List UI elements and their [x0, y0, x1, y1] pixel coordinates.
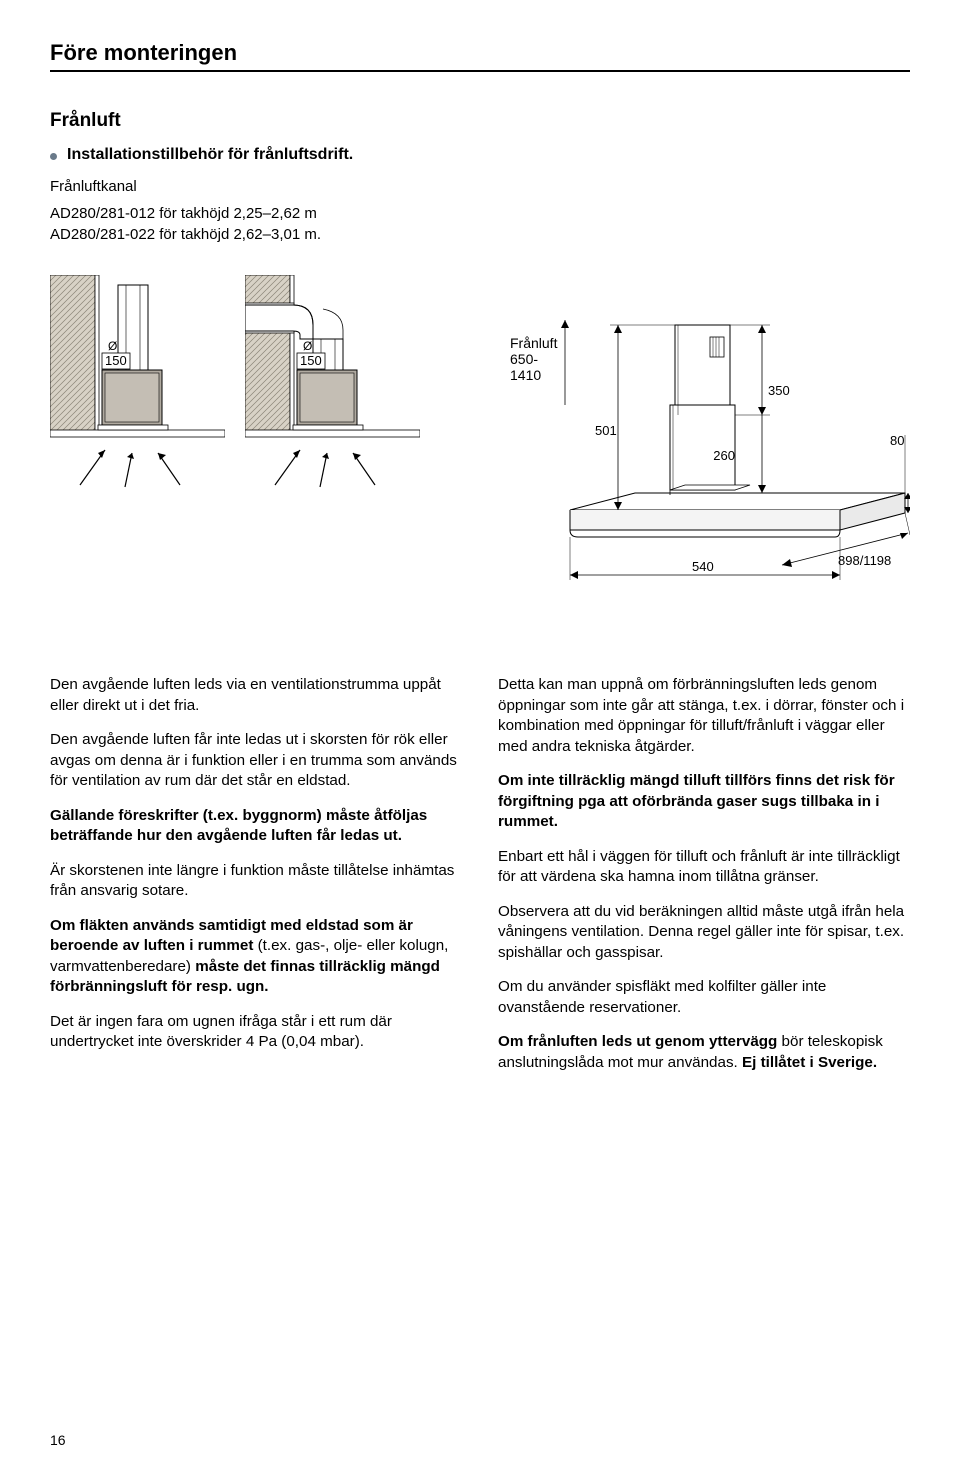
- diameter-symbol: Ø: [108, 339, 117, 353]
- rp1: Detta kan man uppnå om förbränningslufte…: [498, 675, 910, 757]
- dim-depth: 898/1198: [838, 553, 891, 568]
- dim-501: 501: [595, 423, 617, 438]
- bullet-text: Installationstillbehör för frånluftsdrif…: [67, 146, 353, 164]
- rp6: Om frånluften leds ut genom yttervägg bö…: [498, 1032, 910, 1073]
- right-column: Detta kan man uppnå om förbränningslufte…: [498, 675, 910, 1087]
- page-number: 16: [50, 1432, 66, 1448]
- diameter-value-1: 150: [105, 353, 127, 368]
- lp3: Gällande föreskrifter (t.ex. byggnorm) m…: [50, 806, 462, 847]
- mount-diagram-elbow: Ø 150: [245, 275, 420, 495]
- body-two-columns: Den avgående luften leds via en ventilat…: [50, 675, 910, 1087]
- intro-left: Frånluft Installationstillbehör för från…: [50, 110, 480, 245]
- rp2: Om inte tillräcklig mängd tilluft tillfö…: [498, 771, 910, 833]
- lp5: Om fläkten används samtidigt med eldstad…: [50, 916, 462, 998]
- mount-diagram-straight: Ø 150: [50, 275, 225, 495]
- hood-label-franluft: Frånluft 650- 1410: [510, 335, 557, 383]
- dim-260: 260: [713, 448, 735, 463]
- lp1: Den avgående luften leds via en ventilat…: [50, 675, 462, 716]
- spec-line-2: AD280/281-022 för takhöjd 2,62–3,01 m.: [50, 224, 480, 245]
- franluft-subtitle: Frånluft: [50, 110, 480, 132]
- svg-text:Ø: Ø: [303, 339, 312, 353]
- dim-350: 350: [768, 383, 790, 398]
- dim-540: 540: [692, 559, 714, 574]
- bullet-row: Installationstillbehör för frånluftsdrif…: [50, 146, 480, 164]
- kanal-label: Frånluftkanal: [50, 178, 480, 195]
- top-intro-area: Frånluft Installationstillbehör för från…: [50, 110, 910, 245]
- bullet-icon: [50, 153, 57, 160]
- left-column: Den avgående luften leds via en ventilat…: [50, 675, 462, 1087]
- lp6: Det är ingen fara om ugnen ifråga står i…: [50, 1012, 462, 1053]
- diameter-value-2: 150: [300, 353, 322, 368]
- rp5: Om du använder spisfläkt med kolfilter g…: [498, 977, 910, 1018]
- hood-dimensional-diagram: Frånluft 650- 1410: [510, 275, 910, 625]
- diagrams-row: Ø 150: [50, 275, 910, 625]
- lp4: Är skorstenen inte längre i funktion mås…: [50, 861, 462, 902]
- section-title: Före monteringen: [50, 40, 910, 72]
- lp2: Den avgående luften får inte ledas ut i …: [50, 730, 462, 792]
- rp3: Enbart ett hål i väggen för tilluft och …: [498, 847, 910, 888]
- rp4: Observera att du vid beräkningen alltid …: [498, 902, 910, 964]
- dim-80: 80: [890, 433, 904, 448]
- spec-line-1: AD280/281-012 för takhöjd 2,25–2,62 m: [50, 203, 480, 224]
